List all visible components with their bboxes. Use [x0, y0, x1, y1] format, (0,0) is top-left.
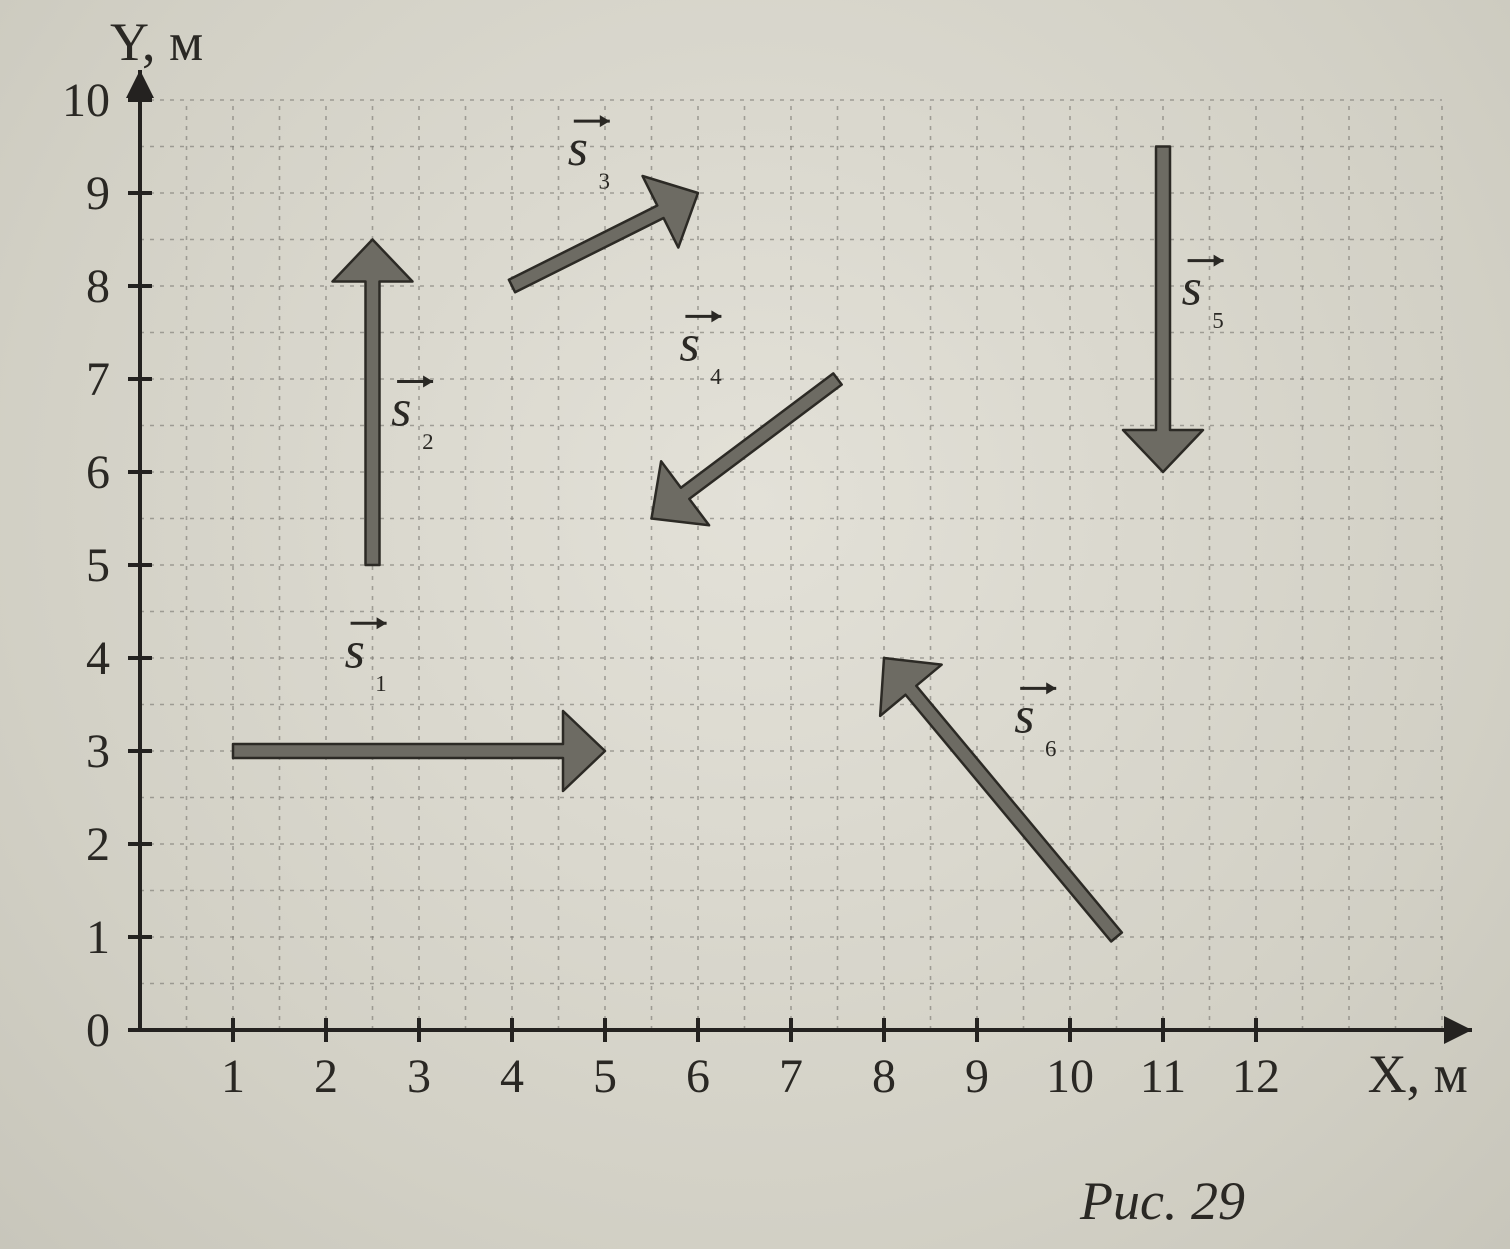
figure-caption: Рис. 29 [1080, 1170, 1245, 1232]
vector-label-s1: s₁ [345, 617, 388, 692]
y-tick-label: 6 [86, 446, 110, 499]
vector-label-s2: s₂ [391, 376, 434, 451]
x-tick-label: 9 [965, 1050, 989, 1103]
svg-text:₅: ₅ [1212, 288, 1225, 330]
axis-labels-layer: Y, м X, м [110, 12, 1468, 1104]
y-tick-label: 7 [86, 353, 110, 406]
vector-label-s5: s₅ [1182, 255, 1225, 330]
y-tick-label: 2 [86, 818, 110, 871]
x-tick-label: 10 [1046, 1050, 1094, 1103]
svg-text:s: s [1182, 260, 1202, 317]
grid-layer [140, 100, 1442, 1030]
x-tick-label: 7 [779, 1050, 803, 1103]
svg-text:₄: ₄ [709, 343, 722, 385]
svg-text:s: s [568, 120, 588, 177]
y-tick-label: 3 [86, 725, 110, 778]
svg-text:₂: ₂ [421, 409, 434, 451]
x-tick-label: 4 [500, 1050, 524, 1103]
vector-plot: 123456789101112012345678910 Y, мX, м s₁s… [0, 0, 1510, 1249]
y-tick-label: 4 [86, 632, 110, 685]
x-tick-label: 5 [593, 1050, 617, 1103]
svg-text:₆: ₆ [1044, 715, 1057, 757]
x-tick-label: 6 [686, 1050, 710, 1103]
y-tick-label: 9 [86, 167, 110, 220]
page-background: 123456789101112012345678910 Y, мX, м s₁s… [0, 0, 1510, 1249]
x-tick-label: 11 [1140, 1050, 1186, 1103]
x-tick-label: 3 [407, 1050, 431, 1103]
x-tick-label: 12 [1232, 1050, 1280, 1103]
y-axis-label: Y, м [110, 12, 203, 72]
vector-labels-layer: s₁s₂s₃s₄s₅s₆ [345, 115, 1225, 757]
svg-text:s: s [1014, 687, 1034, 744]
svg-text:s: s [391, 381, 411, 438]
y-tick-label: 5 [86, 539, 110, 592]
svg-text:s: s [679, 315, 699, 372]
y-tick-label: 1 [86, 911, 110, 964]
x-axis-label: X, м [1368, 1044, 1468, 1104]
svg-text:s: s [345, 622, 365, 679]
x-tick-label: 2 [314, 1050, 338, 1103]
x-tick-label: 8 [872, 1050, 896, 1103]
y-tick-label: 8 [86, 260, 110, 313]
axes-layer [126, 70, 1472, 1044]
svg-text:₁: ₁ [375, 650, 388, 692]
vector-label-s4: s₄ [679, 310, 722, 385]
vector-s6 [880, 658, 1122, 941]
vectors-layer [233, 147, 1203, 942]
svg-text:₃: ₃ [598, 148, 611, 190]
x-tick-label: 1 [221, 1050, 245, 1103]
y-tick-label: 0 [86, 1004, 110, 1057]
vector-label-s6: s₆ [1014, 682, 1057, 757]
y-tick-label: 10 [62, 74, 110, 127]
vector-s4 [652, 373, 842, 525]
